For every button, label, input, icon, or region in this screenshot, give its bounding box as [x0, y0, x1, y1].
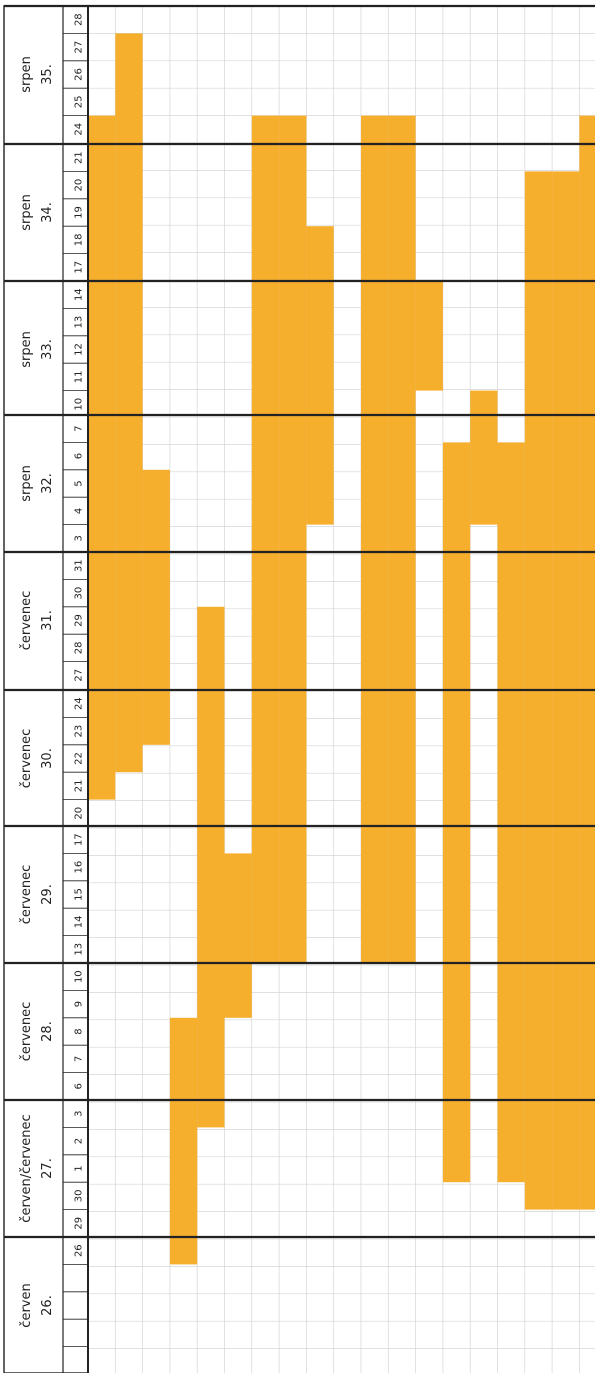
- day-label: 3: [74, 1111, 85, 1117]
- day-label: 21: [74, 780, 85, 793]
- schedule-bar-3: [142, 469, 170, 745]
- day-label: 18: [74, 234, 85, 247]
- month-label: červenec: [19, 865, 34, 925]
- day-label: 13: [74, 943, 85, 956]
- week-number: 29.: [40, 884, 55, 905]
- day-label: 10: [74, 398, 85, 411]
- day-label: 13: [74, 316, 85, 329]
- day-label: 26: [74, 1244, 85, 1257]
- day-label: 31: [74, 559, 85, 572]
- schedule-bar-4: [169, 1017, 198, 1265]
- month-label: červen/červenec: [19, 1114, 34, 1222]
- day-label: 17: [74, 833, 85, 846]
- schedule-bar-5: [197, 606, 225, 1128]
- day-label: 27: [74, 41, 85, 54]
- day-label: 14: [74, 916, 85, 929]
- day-label: 28: [74, 642, 85, 655]
- week-number: 31.: [40, 610, 55, 631]
- month-label: červenec: [19, 591, 34, 651]
- day-label: 3: [74, 535, 85, 541]
- day-label: 30: [74, 587, 85, 600]
- day-label: 26: [74, 68, 85, 81]
- schedule-bar-1: [88, 115, 116, 800]
- day-label: 24: [74, 697, 85, 710]
- day-label: 10: [74, 970, 85, 983]
- day-label: 11: [74, 371, 85, 384]
- month-label: srpen: [19, 194, 34, 231]
- day-label: 6: [74, 1083, 85, 1089]
- day-label: 6: [74, 453, 85, 459]
- day-label: 27: [74, 669, 85, 682]
- day-label: 8: [74, 1028, 85, 1034]
- day-label: 16: [74, 861, 85, 874]
- schedule-bar-10: [361, 115, 389, 964]
- day-label: 7: [74, 1056, 85, 1062]
- schedule-bar-12: [415, 281, 443, 391]
- month-label: červenec: [19, 1002, 34, 1062]
- week-number: 30.: [40, 748, 55, 769]
- day-label: 24: [74, 123, 85, 136]
- week-number: 35.: [40, 64, 55, 85]
- month-label: červenec: [19, 729, 34, 789]
- day-label: 1: [74, 1165, 85, 1171]
- day-label: 22: [74, 752, 85, 765]
- week-number: 27.: [40, 1158, 55, 1179]
- schedule-bar-9: [306, 226, 334, 525]
- day-label: 12: [74, 343, 85, 356]
- schedule-bar-15: [497, 442, 525, 1183]
- week-number: 28.: [40, 1021, 55, 1042]
- day-label: 20: [74, 179, 85, 192]
- day-label: 17: [74, 261, 85, 274]
- month-label: srpen: [19, 56, 34, 93]
- week-number: 34.: [40, 202, 55, 223]
- schedule-bar-8: [279, 115, 307, 964]
- day-label: 21: [74, 151, 85, 164]
- day-label: 15: [74, 888, 85, 901]
- day-label: 29: [74, 1217, 85, 1230]
- day-label: 14: [74, 288, 85, 301]
- schedule-bar-6: [224, 853, 252, 1018]
- day-label: 9: [74, 1001, 85, 1007]
- week-number: 26.: [40, 1295, 55, 1316]
- schedule-bar-13: [442, 442, 471, 1183]
- schedule-bar-14: [470, 390, 498, 525]
- month-label: srpen: [19, 465, 34, 502]
- day-label: 29: [74, 614, 85, 627]
- day-label: 30: [74, 1190, 85, 1203]
- schedule-bar-11: [388, 115, 416, 964]
- day-label: 20: [74, 807, 85, 820]
- day-label: 2: [74, 1138, 85, 1144]
- day-label: 28: [74, 13, 85, 26]
- week-number: 32.: [40, 473, 55, 494]
- day-label: 5: [74, 480, 85, 486]
- day-label: 19: [74, 206, 85, 219]
- day-label: 25: [74, 96, 85, 109]
- bars: [88, 33, 595, 1265]
- month-label: červen: [19, 1283, 34, 1327]
- month-label: srpen: [19, 331, 34, 368]
- day-label: 23: [74, 725, 85, 738]
- schedule-bar-18: [579, 115, 595, 1210]
- week-number: 33.: [40, 339, 55, 360]
- schedule-bar-2: [115, 33, 143, 773]
- schedule-bar-7: [251, 115, 280, 964]
- day-label: 4: [74, 508, 85, 514]
- day-label: 7: [74, 426, 85, 432]
